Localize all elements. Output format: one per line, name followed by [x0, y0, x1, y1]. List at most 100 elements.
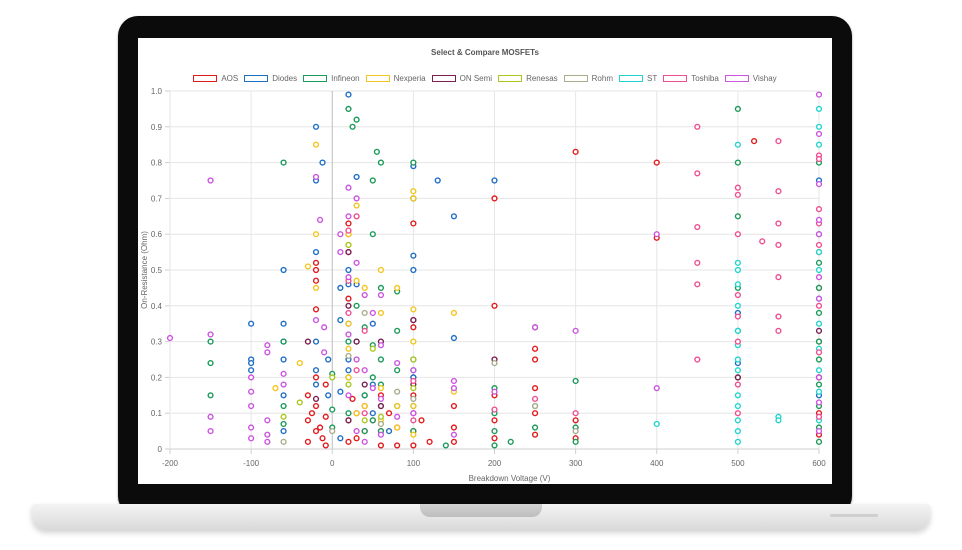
data-point — [418, 417, 425, 424]
data-point — [377, 342, 385, 349]
data-point — [572, 377, 579, 385]
data-point — [734, 402, 741, 410]
data-point — [345, 367, 352, 374]
data-point — [369, 177, 376, 184]
data-point — [394, 413, 401, 420]
data-point — [321, 324, 328, 331]
x-tick-label: 500 — [731, 459, 745, 468]
data-point — [775, 274, 782, 281]
legend-item[interactable]: AOS — [193, 72, 238, 84]
data-point — [337, 435, 344, 442]
data-point — [308, 410, 316, 417]
data-point — [410, 195, 417, 202]
data-point — [345, 266, 352, 274]
data-point — [304, 263, 312, 270]
data-point — [815, 356, 823, 363]
data-point — [264, 438, 271, 445]
data-point — [248, 424, 255, 431]
y-axis-label: On-Resistance (Ohm) — [140, 231, 149, 309]
legend-item[interactable]: Infineon — [303, 72, 360, 84]
data-point — [734, 213, 741, 220]
data-point — [410, 402, 417, 410]
data-point — [410, 324, 417, 331]
data-point — [312, 141, 320, 148]
data-point — [337, 249, 344, 256]
data-point — [531, 385, 539, 392]
legend-item[interactable]: ON Semi — [431, 72, 492, 84]
legend-item[interactable]: ST — [618, 72, 657, 84]
data-point — [361, 367, 368, 374]
legend-label: Renesas — [526, 73, 558, 83]
data-point — [377, 413, 385, 420]
data-point — [345, 227, 352, 234]
laptop-screen: Select & Compare MOSFETs AOS Diodes Infine… — [138, 38, 832, 484]
data-point — [410, 410, 417, 417]
data-point — [207, 338, 214, 345]
x-tick-label: -200 — [162, 459, 179, 468]
legend-item[interactable]: Nexperia — [365, 72, 426, 84]
data-point — [815, 274, 823, 281]
data-point — [248, 402, 255, 410]
legend-item[interactable]: Rohm — [563, 72, 613, 84]
data-point — [815, 349, 823, 356]
data-point — [312, 266, 320, 274]
data-point — [572, 148, 579, 155]
data-point — [345, 241, 352, 249]
data-point — [775, 327, 782, 334]
data-point — [377, 266, 385, 274]
y-tick-label: 0.1 — [151, 409, 163, 418]
data-point — [312, 123, 320, 130]
data-point — [734, 313, 741, 320]
data-point — [312, 402, 320, 410]
data-point — [694, 281, 701, 288]
data-point — [815, 309, 823, 317]
data-point — [394, 359, 401, 367]
data-point — [734, 367, 741, 374]
legend-item[interactable]: Toshiba — [663, 72, 719, 84]
data-point — [491, 302, 498, 309]
data-point — [337, 317, 344, 324]
data-point — [369, 320, 376, 327]
legend-swatch — [724, 74, 749, 82]
y-tick-label: 0.7 — [151, 194, 163, 203]
data-point — [653, 231, 660, 238]
data-point — [280, 428, 287, 435]
data-point — [450, 402, 458, 410]
data-point — [531, 402, 539, 410]
data-point — [296, 359, 303, 367]
data-point — [450, 309, 458, 317]
legend-item[interactable]: Diodes — [244, 72, 297, 84]
data-point — [322, 381, 329, 388]
data-point — [410, 417, 417, 424]
data-point — [377, 356, 385, 363]
data-point — [410, 431, 417, 438]
data-point — [694, 170, 701, 177]
data-point — [322, 413, 329, 420]
data-point — [353, 428, 360, 435]
data-point — [410, 385, 417, 392]
data-point — [394, 424, 401, 431]
data-point — [450, 377, 458, 385]
data-point — [264, 349, 271, 356]
data-point — [734, 381, 741, 388]
data-point — [353, 356, 360, 363]
legend-item[interactable]: Vishay — [724, 72, 777, 84]
x-tick-label: 200 — [488, 459, 502, 468]
data-point — [353, 277, 360, 284]
data-point — [377, 385, 385, 392]
data-point — [361, 402, 368, 410]
data-point — [815, 284, 823, 292]
data-point — [815, 123, 823, 130]
data-point — [815, 327, 823, 334]
data-point — [815, 241, 823, 249]
legend-swatch — [303, 74, 328, 82]
data-point — [377, 309, 385, 317]
legend-item[interactable]: Renesas — [498, 72, 558, 84]
data-point — [345, 338, 352, 345]
y-tick-label: 0.8 — [151, 159, 163, 168]
data-point — [377, 402, 385, 410]
data-point — [361, 417, 368, 424]
y-tick-label: 0.6 — [151, 230, 163, 239]
data-point — [345, 410, 352, 417]
data-point — [349, 395, 356, 402]
